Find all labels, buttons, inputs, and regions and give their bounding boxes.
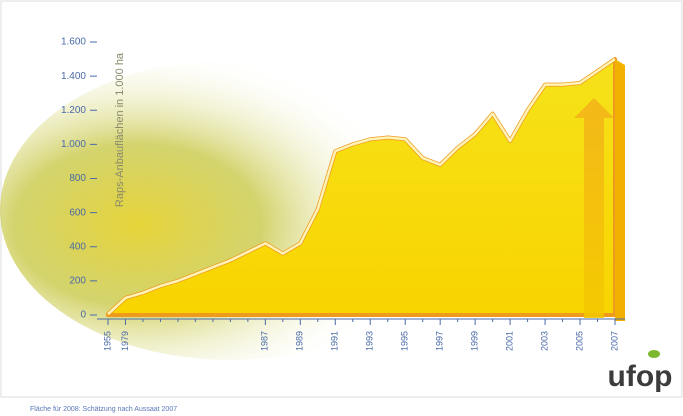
x-tick-label: 2001 — [504, 331, 514, 351]
x-tick-label: 1991 — [330, 331, 340, 351]
y-tick-label: 400 — [69, 241, 86, 252]
x-tick-label: 1989 — [295, 331, 305, 351]
x-tick-label: 1955 — [102, 331, 112, 351]
y-axis-title: Raps-Anbauflächen in 1.000 ha — [114, 52, 126, 207]
footnote: Fläche für 2008: Schätzung nach Aussaat … — [30, 406, 177, 413]
x-tick-label: 1999 — [470, 331, 480, 351]
x-tick-label: 1993 — [365, 331, 375, 351]
x-tick-label: 2007 — [609, 331, 619, 351]
logo-leaf — [648, 350, 660, 358]
arrow-decoration — [574, 98, 614, 318]
y-tick-label: 1.200 — [61, 105, 86, 116]
area-side — [615, 59, 625, 321]
y-tick-label: 1.400 — [61, 71, 86, 82]
x-tick-label: 2005 — [574, 331, 584, 351]
y-tick-label: 800 — [69, 173, 86, 184]
x-tick-label: 1979 — [120, 331, 130, 351]
y-tick-label: 200 — [69, 276, 86, 287]
y-tick-label: 0 — [80, 310, 86, 321]
logo: ufop — [608, 360, 673, 393]
y-tick-label: 1.600 — [61, 37, 86, 48]
x-tick-label: 1995 — [400, 331, 410, 351]
line — [107, 58, 616, 316]
x-tick-label: 2003 — [539, 331, 549, 351]
y-tick-label: 600 — [69, 207, 86, 218]
x-tick-label: 1987 — [260, 331, 270, 351]
y-tick-label: 1.000 — [61, 139, 86, 150]
x-tick-label: 1997 — [435, 331, 445, 351]
